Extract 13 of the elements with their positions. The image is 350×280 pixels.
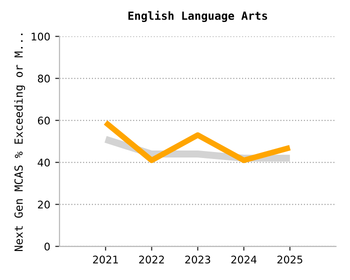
y-tick-label: 100 xyxy=(32,32,50,41)
x-tick-label: 2024 xyxy=(231,256,257,264)
y-tick-label: 60 xyxy=(38,116,50,125)
x-tick-label: 2021 xyxy=(93,256,118,264)
x-tick-label: 2025 xyxy=(277,256,302,264)
y-tick-label: 40 xyxy=(38,158,50,167)
x-tick-label: 2022 xyxy=(139,256,164,264)
y-axis-title: Next Gen MCAS % Exceeding or M... xyxy=(14,34,26,252)
y-tick-label: 0 xyxy=(44,242,50,251)
chart-title: English Language Arts xyxy=(128,10,268,22)
y-tick-label: 20 xyxy=(38,200,50,209)
y-tick-label: 80 xyxy=(38,74,50,83)
x-tick-label: 2023 xyxy=(185,256,210,264)
